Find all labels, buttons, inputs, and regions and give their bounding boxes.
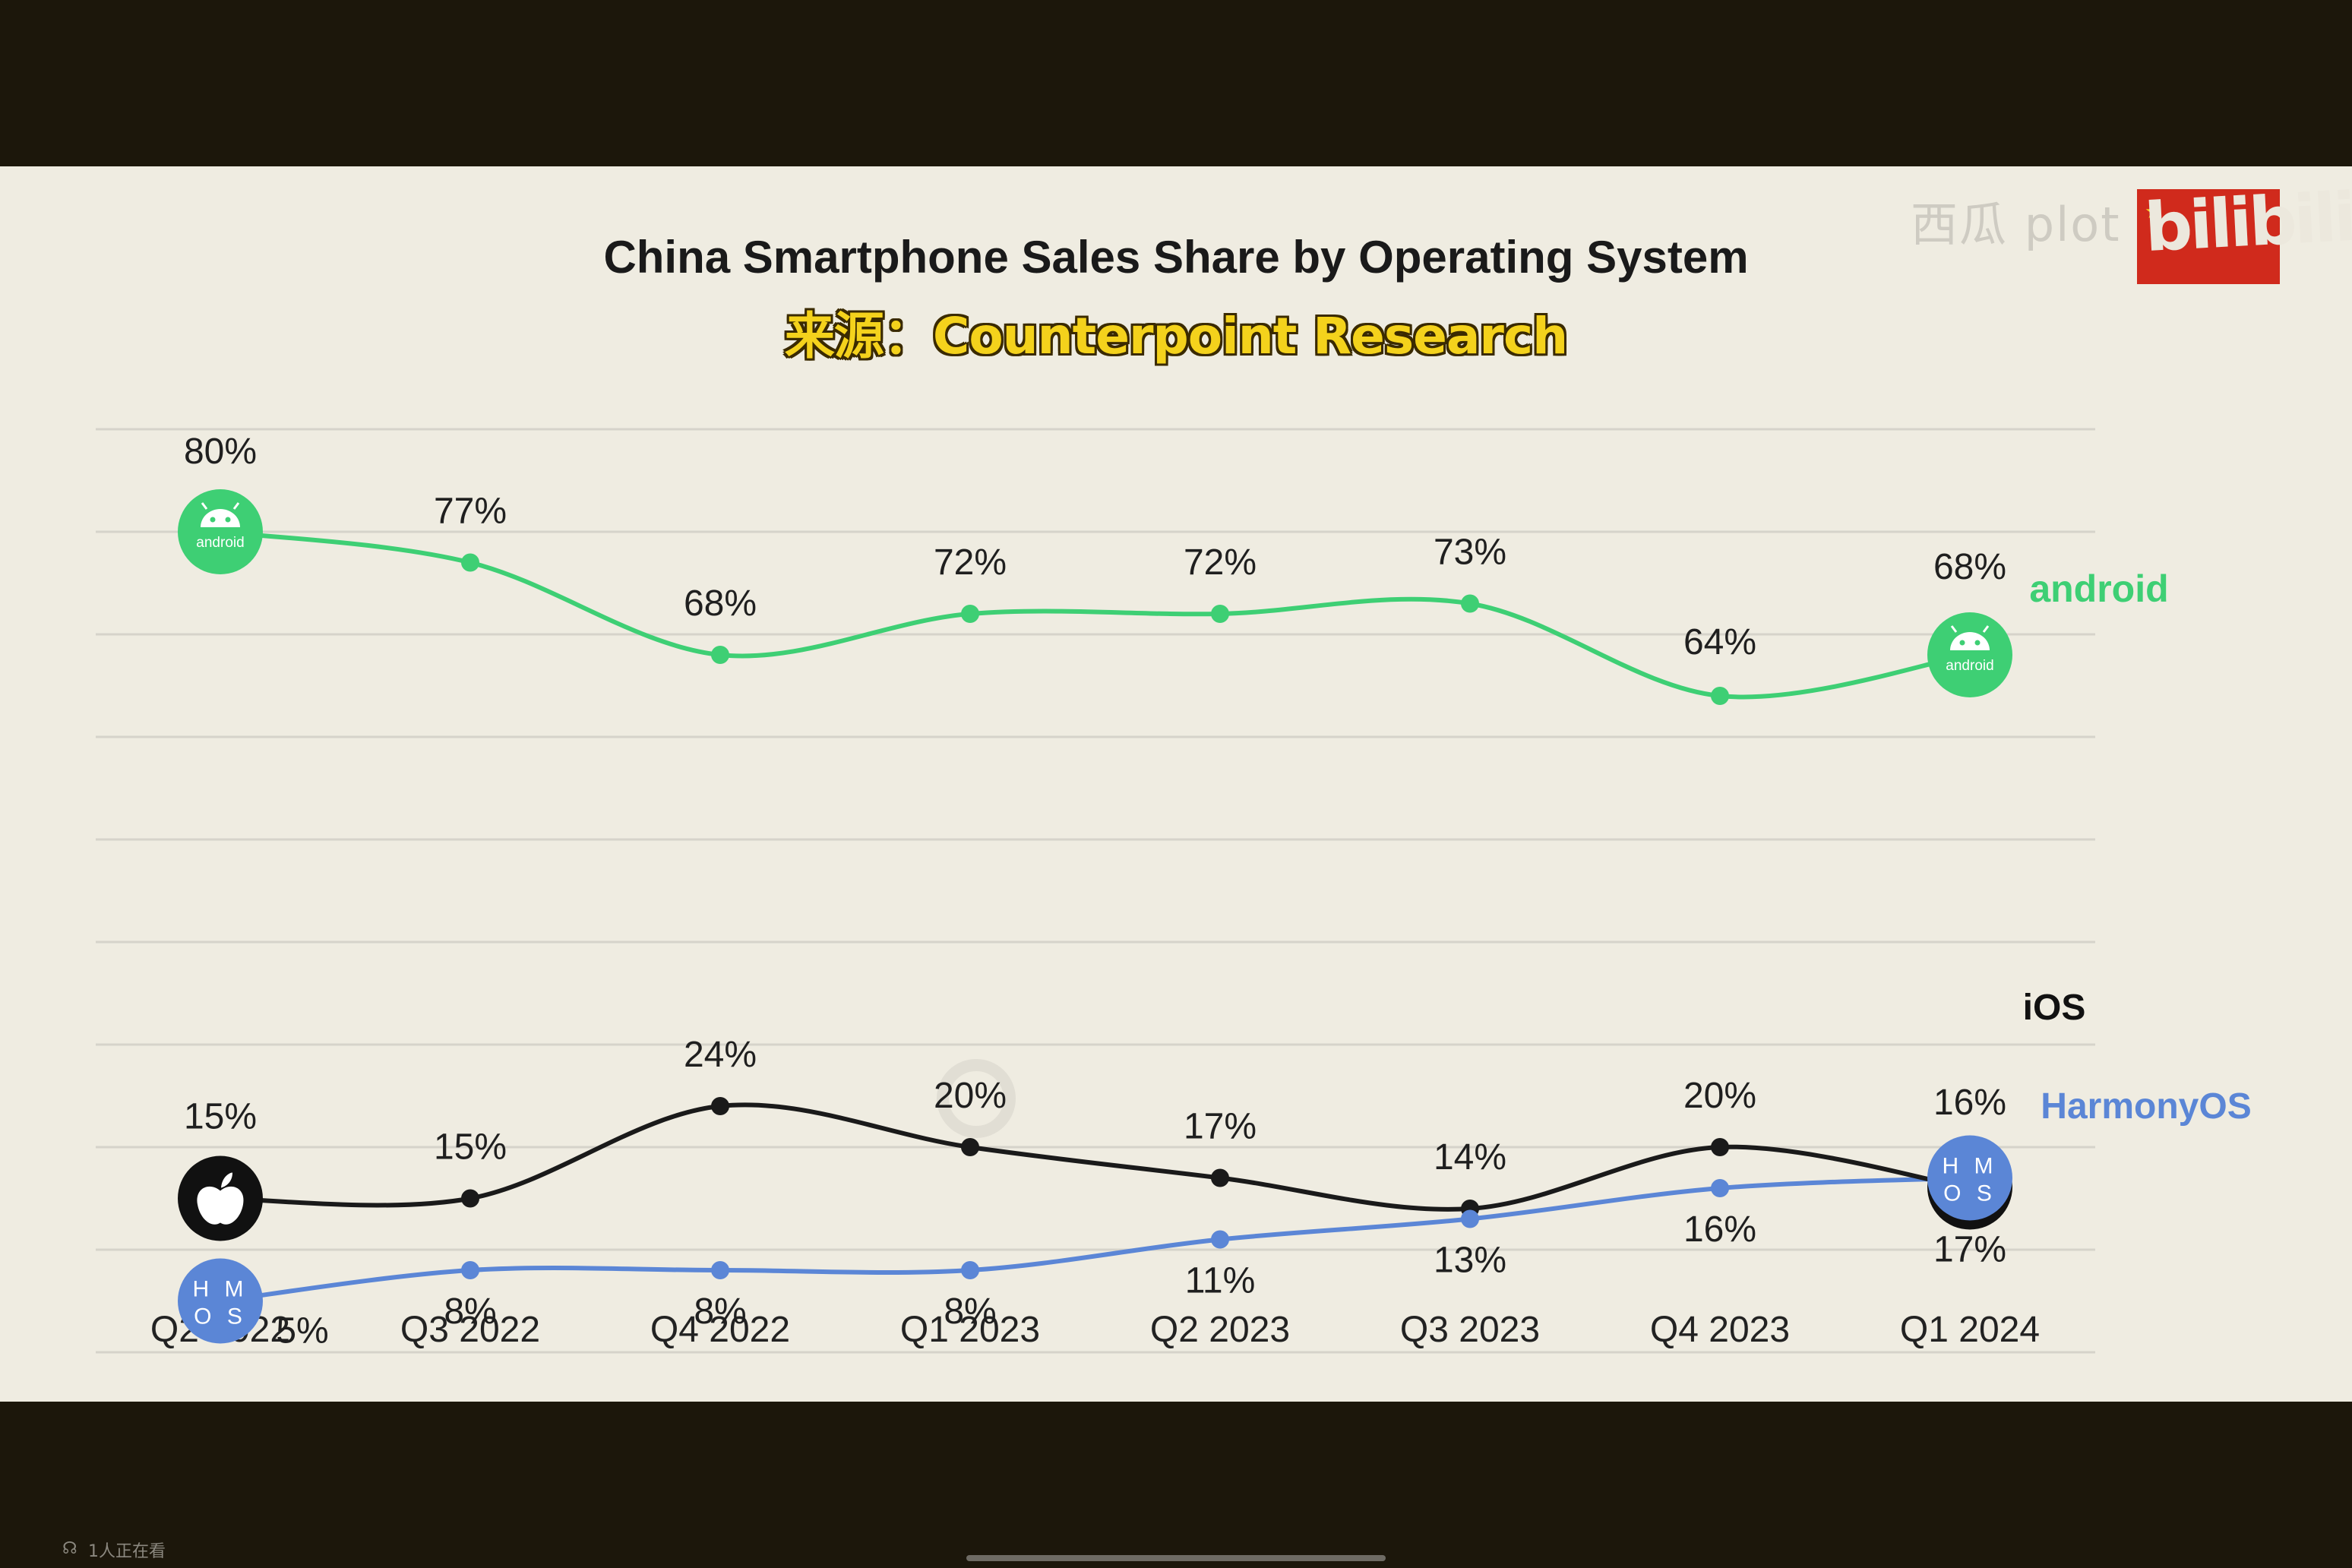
android-icon-antenna bbox=[1982, 625, 1990, 633]
bilibili-logo: bilibili bbox=[2142, 177, 2352, 267]
data-point-harmonyos bbox=[1711, 1179, 1729, 1197]
harmonyos-icon-text: H M bbox=[193, 1277, 248, 1302]
data-label-android: 72% bbox=[1184, 542, 1257, 583]
harmonyos-icon-circle bbox=[178, 1258, 263, 1344]
data-label-ios: 14% bbox=[1434, 1137, 1506, 1178]
counterpoint-watermark bbox=[937, 1059, 1016, 1138]
data-label-harmonyos: 8% bbox=[694, 1291, 746, 1332]
data-label-ios: 15% bbox=[434, 1127, 507, 1168]
china-flag-icon: ★ bbox=[2137, 189, 2280, 284]
data-point-harmonyos bbox=[1211, 1230, 1229, 1249]
data-label-harmonyos: 16% bbox=[1683, 1209, 1756, 1250]
data-label-harmonyos: 8% bbox=[444, 1291, 496, 1332]
data-point-ios bbox=[711, 1097, 729, 1115]
data-label-harmonyos: 5% bbox=[276, 1311, 328, 1351]
android-icon-eye bbox=[210, 517, 216, 523]
data-point-harmonyos bbox=[961, 1261, 979, 1279]
data-label-android: 73% bbox=[1434, 533, 1506, 573]
data-point-android bbox=[1211, 605, 1229, 623]
android-icon: android bbox=[178, 489, 263, 574]
data-point-android bbox=[711, 646, 729, 664]
legend-label-android: android bbox=[2029, 567, 2168, 610]
harmonyos-icon: H MO S bbox=[178, 1258, 263, 1344]
android-icon: android bbox=[1927, 612, 2012, 697]
harmonyos-icon-text: O S bbox=[1943, 1181, 1996, 1206]
apple-icon bbox=[178, 1155, 263, 1241]
android-icon-circle bbox=[178, 489, 263, 574]
chart-subtitle: 来源：Counterpoint Research bbox=[784, 307, 1568, 365]
legend-label-harmonyos: HarmonyOS bbox=[2041, 1086, 2251, 1127]
x-tick-label: Q4 2022 bbox=[650, 1310, 790, 1350]
android-icon-text: android bbox=[196, 535, 244, 551]
data-label-harmonyos: 17% bbox=[1933, 1230, 2006, 1270]
data-point-harmonyos bbox=[711, 1261, 729, 1279]
android-icon-eye bbox=[225, 517, 231, 523]
data-label-ios: 16% bbox=[1933, 1083, 2006, 1123]
data-label-ios: 20% bbox=[1683, 1076, 1756, 1116]
x-tick-label: Q2 2023 bbox=[1150, 1310, 1290, 1350]
android-icon-circle bbox=[1927, 612, 2012, 697]
data-label-android: 68% bbox=[684, 583, 757, 624]
data-point-harmonyos bbox=[461, 1261, 479, 1279]
harmonyos-icon-text: O S bbox=[194, 1304, 247, 1329]
android-icon-eye bbox=[1974, 640, 1981, 646]
android-icon-text: android bbox=[1946, 658, 1993, 674]
data-point-android bbox=[961, 605, 979, 623]
data-label-android: 80% bbox=[184, 432, 257, 472]
android-icon-antenna bbox=[1950, 625, 1958, 633]
data-point-android bbox=[1711, 687, 1729, 705]
flag-star-icon: ★ bbox=[2145, 200, 2163, 223]
legend-label-ios: iOS bbox=[2023, 988, 2086, 1028]
series-line-ios bbox=[218, 1102, 1972, 1212]
viewer-count: 1人正在看 bbox=[88, 1538, 166, 1562]
data-label-ios: 20% bbox=[934, 1076, 1007, 1116]
data-label-android: 77% bbox=[434, 492, 507, 532]
data-label-android: 68% bbox=[1933, 547, 2006, 587]
counterpoint-watermark-icon bbox=[937, 1059, 1016, 1138]
data-point-android bbox=[1461, 594, 1479, 613]
series-line-android bbox=[218, 530, 1972, 700]
series-line-harmonyos bbox=[218, 1175, 1972, 1304]
gridlines bbox=[96, 428, 2095, 1354]
data-label-android: 64% bbox=[1683, 622, 1756, 662]
data-label-harmonyos: 8% bbox=[944, 1291, 996, 1332]
android-icon-antenna bbox=[232, 502, 240, 510]
x-tick-label: Q3 2023 bbox=[1400, 1310, 1540, 1350]
viewer-count-text: 1人正在看 bbox=[88, 1542, 166, 1561]
x-tick-label: Q3 2022 bbox=[400, 1310, 540, 1350]
apple-icon-body bbox=[197, 1186, 244, 1225]
apple-icon-leaf bbox=[221, 1172, 232, 1188]
x-tick-label: Q1 2023 bbox=[900, 1310, 1040, 1350]
android-icon-antenna bbox=[201, 502, 208, 510]
harmonyos-icon-text: H M bbox=[1943, 1154, 1998, 1179]
data-label-ios: 17% bbox=[1184, 1107, 1257, 1147]
chart-title: China Smartphone Sales Share by Operatin… bbox=[603, 232, 1749, 283]
data-label-harmonyos: 11% bbox=[1185, 1261, 1256, 1301]
data-point-ios bbox=[1211, 1168, 1229, 1187]
data-label-android: 72% bbox=[934, 542, 1007, 583]
harmonyos-icon: H MO S bbox=[1927, 1135, 2012, 1221]
android-icon-eye bbox=[1959, 640, 1965, 646]
data-label-ios: 24% bbox=[684, 1035, 757, 1075]
android-icon-head bbox=[1950, 632, 1990, 650]
home-indicator[interactable] bbox=[966, 1555, 1386, 1561]
data-point-android bbox=[461, 553, 479, 572]
data-point-ios bbox=[961, 1138, 979, 1156]
data-point-ios bbox=[1711, 1138, 1729, 1156]
harmonyos-icon-circle bbox=[1927, 1135, 2012, 1221]
x-tick-label: Q1 2024 bbox=[1900, 1310, 2040, 1350]
data-label-harmonyos: 13% bbox=[1434, 1241, 1506, 1281]
x-tick-label: Q4 2023 bbox=[1650, 1310, 1790, 1350]
data-label-ios: 15% bbox=[184, 1097, 257, 1137]
android-icon-head bbox=[201, 509, 240, 527]
channel-watermark: 西瓜 plot bbox=[1911, 197, 2121, 252]
data-point-ios bbox=[461, 1189, 479, 1208]
viewer-icon: ☊ bbox=[62, 1538, 77, 1557]
data-point-harmonyos bbox=[1461, 1209, 1479, 1228]
